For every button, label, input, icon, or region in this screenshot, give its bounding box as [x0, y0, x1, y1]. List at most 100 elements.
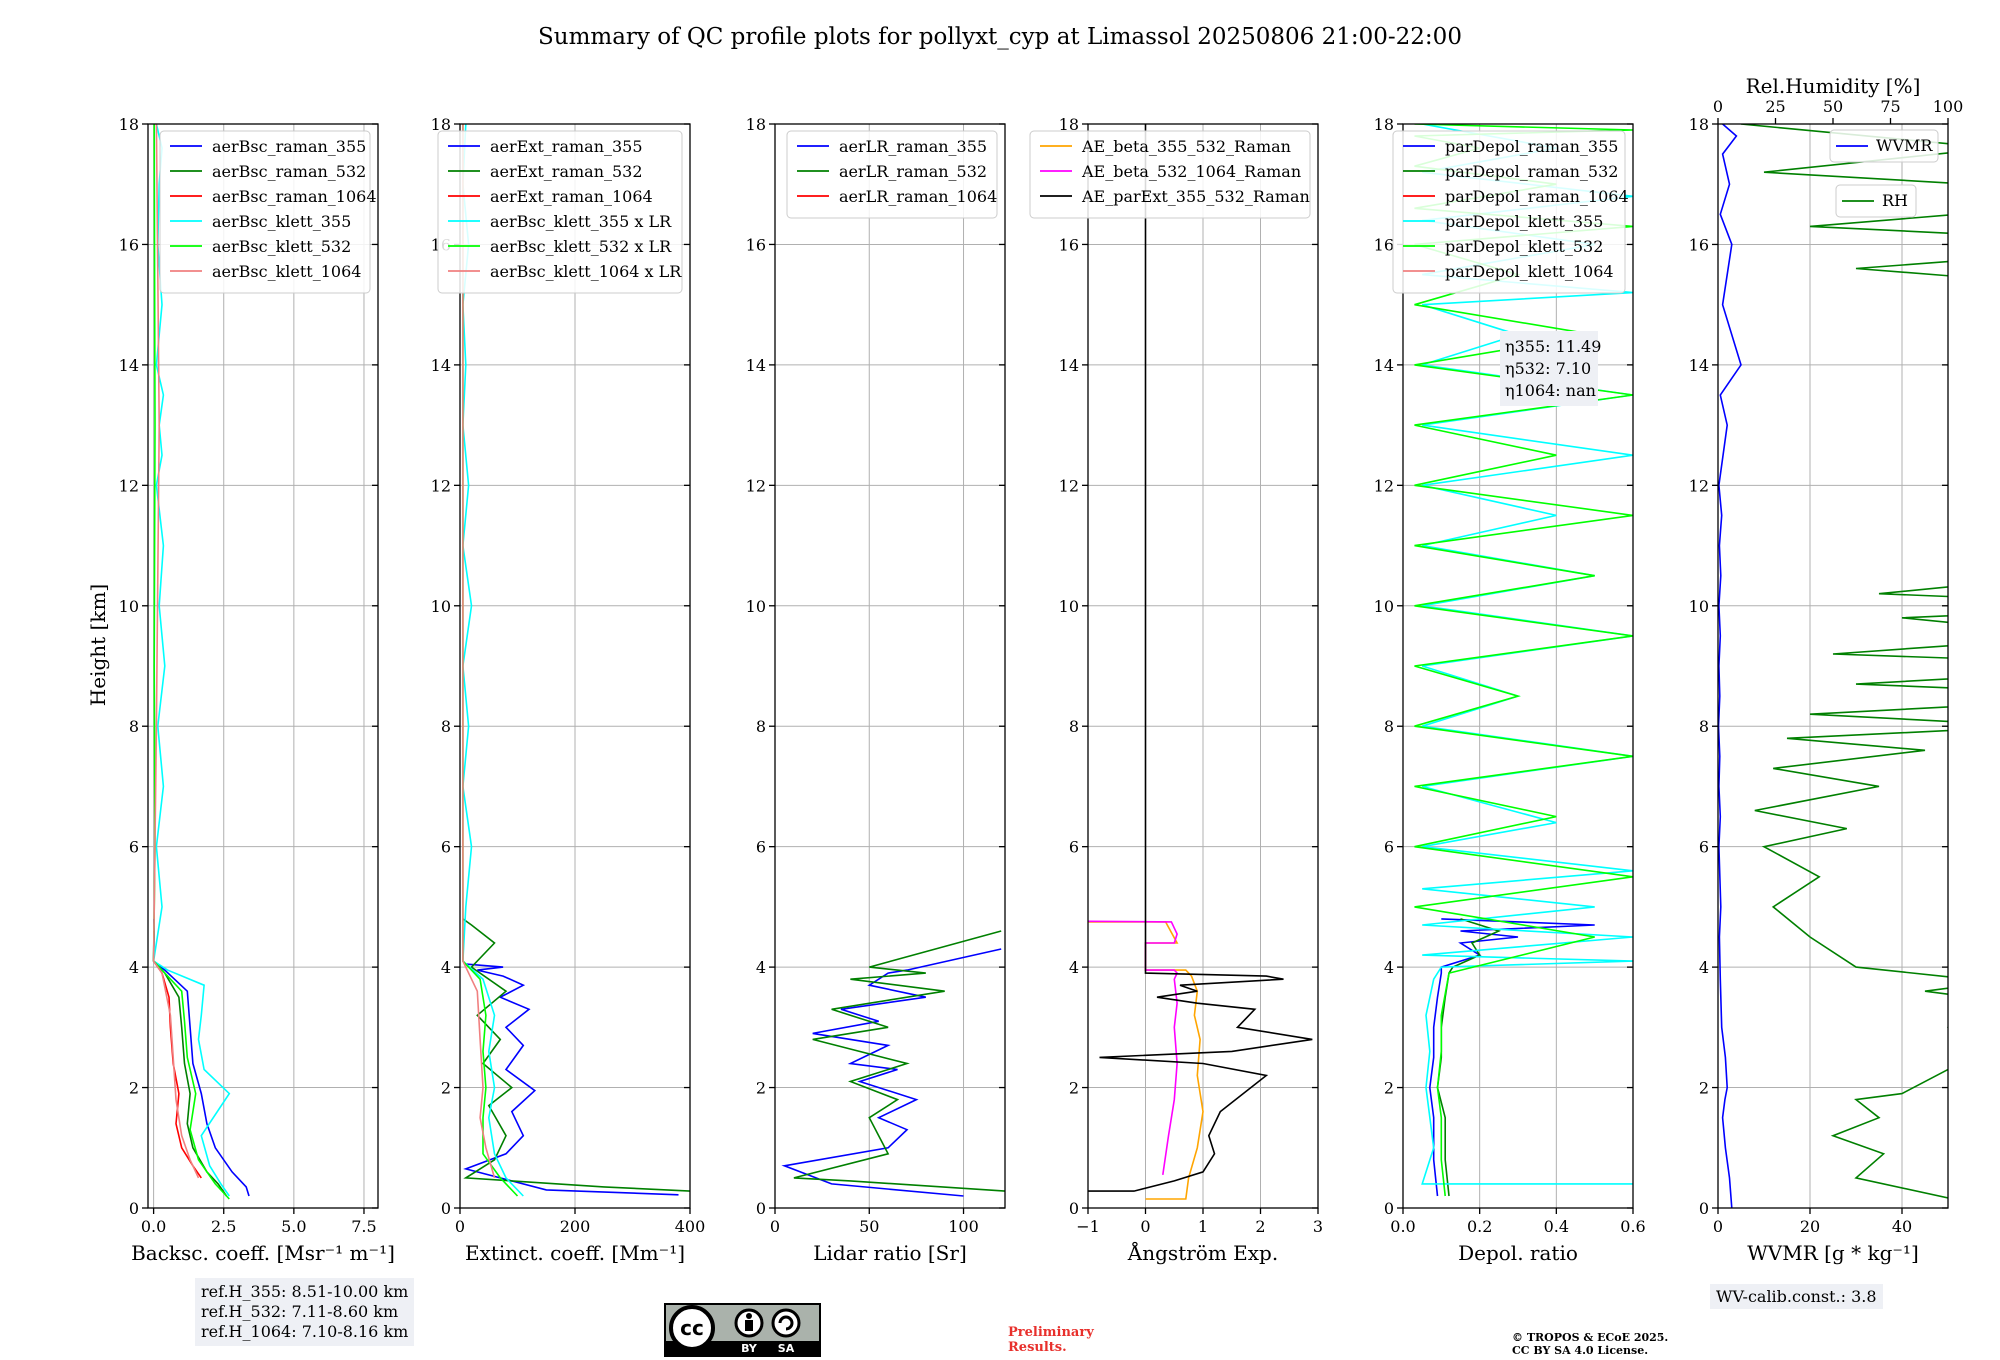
depol-ytick-label: 14: [1374, 356, 1394, 375]
legend-label-pardepol-klett-532: parDepol_klett_532: [1445, 237, 1603, 256]
extinction-ytick-label: 10: [431, 597, 451, 616]
eta-annotation-line: η532: 7.10: [1505, 359, 1591, 378]
water-vapor-xtick-label: 20: [1800, 1217, 1820, 1236]
backscatter-xtick-label: 0.0: [141, 1217, 166, 1236]
ref-height-1064: ref.H_1064: 7.10-8.16 km: [201, 1322, 409, 1341]
angstrom-xtick-label: 2: [1255, 1217, 1265, 1236]
water-vapor-x-axis-label: WVMR [g * kg⁻¹]: [1747, 1241, 1919, 1265]
extinction-ytick-label: 8: [441, 717, 451, 736]
lidar-ratio-xtick-label: 100: [948, 1217, 979, 1236]
water-vapor-ytick-label: 18: [1689, 115, 1709, 134]
panel-depol: 0 2 4 6 8 10 12 14 16 18 0.0 0.2 0.4 0.6 Depol. ratio p…: [1374, 115, 1646, 1265]
legend-label-aerbsc-klett-532-x-lr: aerBsc_klett_532 x LR: [490, 237, 672, 256]
backscatter-ytick-label: 10: [119, 597, 139, 616]
depol-xtick-label: 0.0: [1390, 1217, 1415, 1236]
angstrom-legend-box: [1029, 130, 1311, 219]
extinction-xtick-label: 400: [675, 1217, 706, 1236]
backscatter-ytick-label: 0: [129, 1199, 139, 1218]
y-axis-label: Height [km]: [86, 584, 110, 706]
series-pardepol-raman-355: [1428, 918, 1595, 1197]
rh-xtick-label: 25: [1765, 97, 1785, 116]
lidar-ratio-x-axis-label: Lidar ratio [Sr]: [813, 1241, 967, 1265]
depol-ytick-label: 0: [1384, 1199, 1394, 1218]
panel-backscatter: 0 2 4 6 8 10 12 14 16 18 0.0 2.5 5.0 7.5 Backsc. coeff…: [119, 115, 395, 1265]
series-aerlr-raman-532: [793, 930, 1005, 1192]
extinction-xtick-label: 200: [560, 1217, 591, 1236]
water-vapor-ytick-label: 10: [1689, 597, 1709, 616]
backscatter-xtick-label: 5.0: [281, 1217, 306, 1236]
lidar-ratio-legend-box: [786, 130, 998, 219]
svg-text:cc: cc: [680, 1316, 704, 1340]
legend-label-aerbsc-raman-355: aerBsc_raman_355: [212, 137, 366, 156]
depol-ytick-label: 4: [1384, 958, 1394, 977]
lidar-ratio-xtick-label: 0: [770, 1217, 780, 1236]
series-aerbsc-klett-1064-x-lr: [462, 124, 496, 1179]
extinction-x-axis-label: Extinct. coeff. [Mm⁻¹]: [465, 1241, 685, 1265]
backscatter-ytick-label: 6: [129, 838, 139, 857]
legend-label-pardepol-raman-1064: parDepol_raman_1064: [1445, 187, 1629, 206]
water-vapor-axes-frame: [1717, 123, 1949, 1209]
backscatter-ytick-label: 14: [119, 356, 139, 375]
depol-ytick-label: 8: [1384, 717, 1394, 736]
depol-xtick-label: 0.2: [1467, 1217, 1492, 1236]
lidar-ratio-ytick-label: 4: [756, 958, 766, 977]
legend-label-aerbsc-klett-355-x-lr: aerBsc_klett_355 x LR: [490, 212, 672, 231]
water-vapor-ytick-label: 6: [1699, 838, 1709, 857]
depol-xtick-label: 0.6: [1620, 1217, 1645, 1236]
angstrom-ytick-label: 2: [1069, 1079, 1079, 1098]
angstrom-ytick-label: 4: [1069, 958, 1079, 977]
depol-ytick-label: 2: [1384, 1079, 1394, 1098]
extinction-ytick-label: 6: [441, 838, 451, 857]
backscatter-ytick-label: 8: [129, 717, 139, 736]
water-vapor-ytick-label: 12: [1689, 476, 1709, 495]
cc-icon: [669, 1305, 715, 1351]
series-rh: [1740, 124, 1948, 1199]
eta-annotation-line: η355: 11.49: [1505, 337, 1601, 356]
backscatter-ytick-label: 4: [129, 958, 139, 977]
water-vapor-ytick-label: 0: [1699, 1199, 1709, 1218]
legend-label-aerbsc-raman-532: aerBsc_raman_532: [212, 162, 366, 181]
backscatter-xtick-label: 7.5: [351, 1217, 376, 1236]
series-wvmr: [1718, 124, 1742, 1208]
legend-label-pardepol-klett-1064: parDepol_klett_1064: [1445, 262, 1614, 281]
extinction-ytick-label: 12: [431, 476, 451, 495]
angstrom-xtick-label: 1: [1198, 1217, 1208, 1236]
water-vapor-xtick-label: 0: [1713, 1217, 1723, 1236]
extinction-ytick-label: 14: [431, 356, 451, 375]
water-vapor-ytick-label: 4: [1699, 958, 1709, 977]
angstrom-ytick-label: 12: [1059, 476, 1079, 495]
legend-label-pardepol-klett-355: parDepol_klett_355: [1445, 212, 1603, 231]
angstrom-ytick-label: 6: [1069, 838, 1079, 857]
series-aerlr-raman-355: [781, 948, 1002, 1197]
angstrom-xtick-label: 3: [1313, 1217, 1323, 1236]
copyright-note: © TROPOS & ECoE 2025. CC BY SA 4.0 Licen…: [1512, 1331, 1668, 1357]
preliminary-line-2: Results.: [1008, 1340, 1067, 1355]
depol-ytick-label: 18: [1374, 115, 1394, 134]
water-vapor-xtick-label: 40: [1892, 1217, 1912, 1236]
depol-axes-frame: [1402, 123, 1634, 1209]
angstrom-xtick-label: 0: [1140, 1217, 1150, 1236]
lidar-ratio-xtick-label: 50: [859, 1217, 879, 1236]
angstrom-ytick-label: 8: [1069, 717, 1079, 736]
lidar-ratio-ytick-label: 8: [756, 717, 766, 736]
backscatter-xtick-label: 2.5: [211, 1217, 236, 1236]
series-aerbsc-raman-1064: [152, 960, 202, 1179]
legend-label-aerext-raman-1064: aerExt_raman_1064: [490, 187, 653, 206]
angstrom-ytick-label: 10: [1059, 597, 1079, 616]
rh-xtick-label: 0: [1713, 97, 1723, 116]
depol-xtick-label: 0.4: [1544, 1217, 1569, 1236]
backscatter-x-axis-label: Backsc. coeff. [Msr⁻¹ m⁻¹]: [131, 1241, 395, 1265]
depol-ytick-label: 12: [1374, 476, 1394, 495]
water-vapor-ytick-label: 14: [1689, 356, 1709, 375]
wv-calibration-text: WV-calib.const.: 3.8: [1716, 1287, 1877, 1306]
backscatter-ytick-label: 18: [119, 115, 139, 134]
extinction-legend-box: [437, 130, 683, 294]
lidar-ratio-ytick-label: 10: [746, 597, 766, 616]
legend-box-wvmr: [1829, 129, 1939, 163]
water-vapor-ytick-label: 16: [1689, 235, 1709, 254]
legend-label-ae-beta-355-532-raman: AE_beta_355_532_Raman: [1081, 137, 1291, 156]
legend-label-pardepol-raman-355: parDepol_raman_355: [1445, 137, 1618, 156]
legend-label-aerbsc-klett-355: aerBsc_klett_355: [212, 212, 351, 231]
angstrom-xtick-label: −1: [1076, 1217, 1100, 1236]
